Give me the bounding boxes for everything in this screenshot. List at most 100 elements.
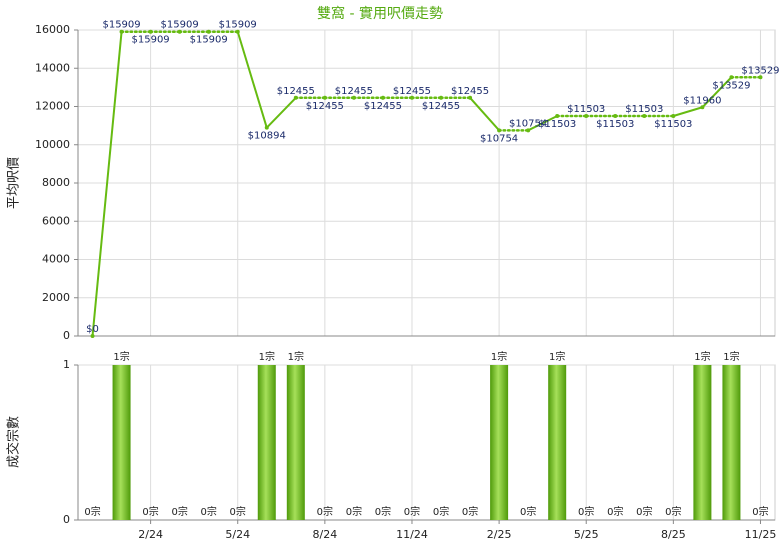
data-label: $10894 bbox=[248, 131, 286, 142]
data-label: $15909 bbox=[102, 20, 140, 31]
point bbox=[409, 95, 414, 100]
data-label: $11503 bbox=[596, 119, 634, 130]
data-label: $11503 bbox=[654, 119, 692, 130]
data-label: 0宗 bbox=[520, 505, 536, 518]
bar bbox=[722, 365, 741, 520]
point bbox=[584, 114, 589, 119]
x-tick-label: 5/24 bbox=[225, 528, 250, 541]
data-label: $12455 bbox=[364, 101, 402, 112]
line-segment bbox=[91, 30, 123, 337]
data-label: 0宗 bbox=[752, 505, 768, 518]
line-segment bbox=[672, 106, 704, 118]
x-tick-label: 8/25 bbox=[661, 528, 686, 541]
line-segment bbox=[701, 76, 733, 109]
y-tick-label: 8000 bbox=[42, 176, 70, 189]
bar bbox=[257, 365, 276, 520]
data-label: $15909 bbox=[132, 35, 170, 46]
point bbox=[439, 95, 444, 100]
y-tick-label: 4000 bbox=[42, 253, 70, 266]
x-tick-label: 2/24 bbox=[138, 528, 163, 541]
point bbox=[758, 75, 763, 80]
data-label: $11503 bbox=[538, 119, 576, 130]
bar bbox=[286, 365, 305, 520]
point bbox=[206, 29, 211, 34]
point bbox=[526, 128, 531, 133]
point bbox=[700, 105, 705, 110]
point bbox=[380, 95, 385, 100]
point bbox=[90, 334, 95, 338]
data-label: $11503 bbox=[625, 104, 663, 115]
y-tick-label: 2000 bbox=[42, 291, 70, 304]
data-label: 0宗 bbox=[317, 505, 333, 518]
bar bbox=[548, 365, 567, 520]
point bbox=[264, 125, 269, 130]
data-label: 1宗 bbox=[113, 350, 129, 363]
data-label: $10754 bbox=[480, 133, 518, 144]
y-axis-label: 平均呎價 bbox=[7, 157, 22, 209]
point bbox=[148, 29, 153, 34]
data-label: $12455 bbox=[451, 86, 489, 97]
data-label: 0宗 bbox=[84, 505, 100, 518]
y-tick-label: 10000 bbox=[35, 138, 70, 151]
data-label: 0宗 bbox=[142, 505, 158, 518]
data-label: 1宗 bbox=[723, 350, 739, 363]
data-label: 0宗 bbox=[404, 505, 420, 518]
point bbox=[119, 29, 124, 34]
data-label: 0宗 bbox=[607, 505, 623, 518]
chart-title: 雙窩 - 實用呎價走勢 bbox=[317, 5, 443, 22]
data-label: $12455 bbox=[306, 101, 344, 112]
data-label: 1宗 bbox=[288, 350, 304, 363]
point bbox=[642, 114, 647, 119]
data-label: 0宗 bbox=[462, 505, 478, 518]
point bbox=[671, 114, 676, 119]
x-tick-label: 11/25 bbox=[745, 528, 777, 541]
x-tick-label: 2/25 bbox=[487, 528, 512, 541]
point bbox=[497, 128, 502, 133]
data-label: $12455 bbox=[393, 86, 431, 97]
data-label: 1宗 bbox=[694, 350, 710, 363]
bar bbox=[112, 365, 131, 520]
data-label: 0宗 bbox=[346, 505, 362, 518]
y-axis-label: 成交宗數 bbox=[6, 416, 22, 468]
x-tick-label: 8/24 bbox=[313, 528, 338, 541]
data-label: $12455 bbox=[422, 101, 460, 112]
point bbox=[235, 29, 240, 34]
data-label: $15909 bbox=[161, 20, 199, 31]
point bbox=[177, 29, 182, 34]
data-label: $12455 bbox=[277, 86, 315, 97]
data-label: $15909 bbox=[190, 35, 228, 46]
data-label: 1宗 bbox=[491, 350, 507, 363]
bar bbox=[490, 365, 509, 520]
data-label: 0宗 bbox=[636, 505, 652, 518]
point bbox=[613, 114, 618, 119]
data-label: 0宗 bbox=[375, 505, 391, 518]
line-segment bbox=[265, 96, 297, 129]
point bbox=[729, 75, 734, 80]
x-tick-label: 5/25 bbox=[574, 528, 599, 541]
data-label: 1宗 bbox=[549, 350, 565, 363]
bar bbox=[693, 365, 712, 520]
plot-area bbox=[77, 364, 776, 521]
y-tick-label: 14000 bbox=[35, 61, 70, 74]
x-tick-label: 11/24 bbox=[396, 528, 428, 541]
point bbox=[351, 95, 356, 100]
y-tick-label: 12000 bbox=[35, 100, 70, 113]
data-label: $10754 bbox=[509, 118, 547, 129]
data-label: $0 bbox=[86, 324, 99, 335]
data-label: $11503 bbox=[567, 104, 605, 115]
y-tick-label: 1 bbox=[63, 358, 70, 371]
data-label: $12455 bbox=[335, 86, 373, 97]
data-label: 0宗 bbox=[665, 505, 681, 518]
point bbox=[293, 95, 298, 100]
line-segment bbox=[236, 30, 268, 129]
y-tick-label: 0 bbox=[63, 513, 70, 526]
data-label: 0宗 bbox=[230, 505, 246, 518]
data-label: 0宗 bbox=[171, 505, 187, 518]
line-segment bbox=[469, 96, 501, 132]
data-label: 0宗 bbox=[578, 505, 594, 518]
data-label: $13529 bbox=[741, 65, 779, 76]
data-label: 0宗 bbox=[433, 505, 449, 518]
point bbox=[322, 95, 327, 100]
data-label: $11960 bbox=[683, 95, 721, 106]
